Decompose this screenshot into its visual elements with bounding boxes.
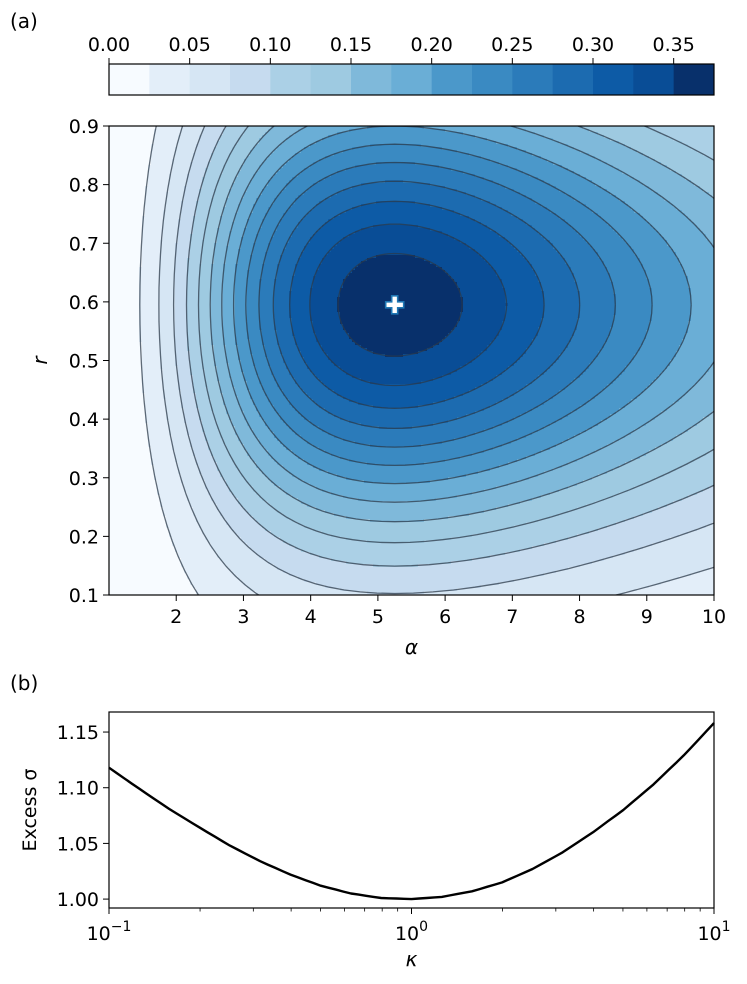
colorbar-swatch [472, 64, 513, 95]
colorbar-swatch [512, 64, 553, 95]
x-tick-label: 3 [237, 606, 249, 628]
y-tick-label: 0.4 [69, 409, 99, 431]
colorbar-tick-label: 0.30 [572, 34, 614, 56]
contour-plot: 2 3 4 5 6 7 8 9 10 0.1 0.2 0.3 0.4 0.5 0.6 0.7 0.8 0.9 α r [28, 0, 747, 680]
colorbar-tick-label: 0.25 [491, 34, 533, 56]
colorbar-swatch [270, 64, 311, 95]
colorbar-tick-label: 0.35 [653, 34, 695, 56]
colorbar-swatch [311, 64, 352, 95]
colorbar: 0.00 0.05 0.10 0.15 0.20 0.25 0.30 0.35 [88, 34, 715, 95]
x-tick-label: 8 [574, 606, 586, 628]
x-tick-label: 5 [372, 606, 384, 628]
x-tick-label: 7 [506, 606, 518, 628]
y-tick-label: 0.9 [69, 116, 99, 138]
colorbar-swatch [633, 64, 674, 95]
colorbar-swatch [391, 64, 432, 95]
colorbar-swatch [351, 64, 392, 95]
x-tick-label: 10−1 [87, 919, 132, 945]
colorbar-tick-label: 0.20 [411, 34, 453, 56]
line-plot: 10−1 100 101 1.00 1.05 1.10 1.15 κ Excess σ [19, 712, 731, 971]
y-tick-label: 0.2 [69, 526, 99, 548]
x-tick-label: 9 [641, 606, 653, 628]
y-tick-label: 0.5 [69, 351, 99, 373]
panel-a-label: (a) [10, 9, 38, 33]
colorbar-swatch [432, 64, 473, 95]
x-tick-label: 100 [395, 919, 428, 945]
y-tick-label: 0.6 [69, 292, 99, 314]
colorbar-swatch [593, 64, 634, 95]
y-axis-label: r [28, 355, 52, 365]
colorbar-tick-label: 0.15 [330, 34, 372, 56]
x-tick-label: 10 [702, 606, 726, 628]
y-tick-label: 0.7 [69, 233, 99, 255]
y-tick-label: 0.1 [69, 585, 99, 607]
x-tick-label: 101 [697, 919, 730, 945]
x-tick-label: 6 [439, 606, 451, 628]
y-tick-label: 1.00 [57, 889, 99, 911]
y-tick-label: 1.05 [57, 833, 99, 855]
y-tick-label: 0.3 [69, 468, 99, 490]
x-axis-label: α [405, 635, 418, 659]
y-tick-label: 0.8 [69, 175, 99, 197]
colorbar-swatch [109, 64, 150, 95]
colorbar-tick-label: 0.00 [88, 34, 130, 56]
y-axis-label: Excess σ [19, 769, 41, 852]
colorbar-swatch [149, 64, 190, 95]
panel-b-label: (b) [10, 671, 38, 695]
y-tick-label: 1.15 [57, 722, 99, 744]
x-tick-label: 4 [305, 606, 317, 628]
colorbar-swatch [230, 64, 271, 95]
colorbar-swatch [190, 64, 231, 95]
colorbar-tick-label: 0.10 [249, 34, 291, 56]
colorbar-tick-label: 0.05 [169, 34, 211, 56]
colorbar-swatch [553, 64, 594, 95]
y-tick-label: 1.10 [57, 778, 99, 800]
x-tick-label: 2 [170, 606, 182, 628]
colorbar-swatch [674, 64, 715, 95]
x-axis-label: κ [406, 947, 418, 971]
